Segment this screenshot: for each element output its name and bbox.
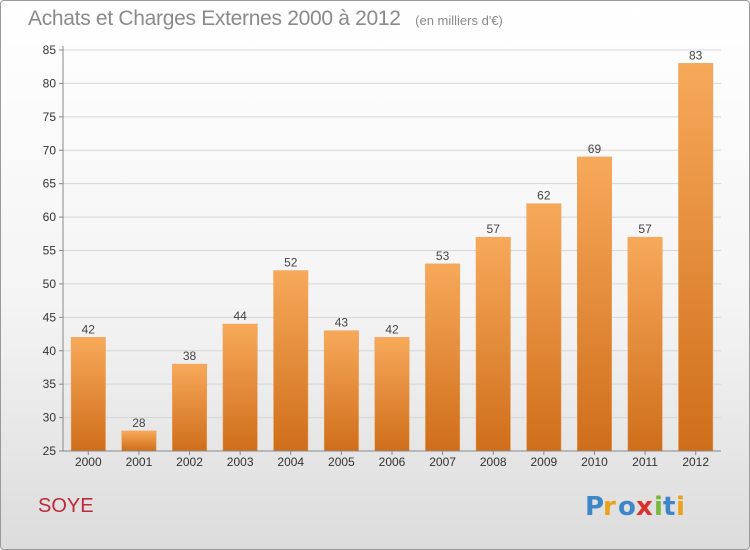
bar: [678, 63, 712, 451]
x-tick-label: 2010: [581, 455, 608, 469]
y-tick-label: 60: [43, 210, 57, 224]
svg-text:r: r: [603, 492, 616, 522]
y-tick-label: 50: [43, 277, 57, 291]
y-tick-label: 80: [43, 76, 57, 90]
bar: [425, 264, 459, 451]
x-tick-label: 2009: [530, 455, 557, 469]
x-tick-label: 2003: [227, 455, 254, 469]
bar-value-label: 53: [436, 249, 450, 263]
x-tick-label: 2008: [480, 455, 507, 469]
bar-value-label: 57: [487, 222, 501, 236]
y-tick-label: 45: [43, 310, 57, 324]
y-tick-label: 25: [43, 444, 57, 458]
svg-text:P: P: [585, 492, 604, 522]
y-tick-label: 40: [43, 344, 57, 358]
bar-value-label: 43: [335, 316, 349, 330]
bar-value-label: 69: [588, 142, 602, 156]
bar-value-label: 44: [233, 309, 247, 323]
x-tick-label: 2000: [75, 455, 102, 469]
bar-value-label: 42: [385, 322, 399, 336]
x-tick-label: 2006: [379, 455, 406, 469]
svg-text:t: t: [663, 492, 675, 522]
svg-text:o: o: [618, 492, 636, 522]
svg-text:i: i: [676, 492, 685, 522]
bar-value-label: 83: [689, 48, 703, 62]
x-tick-label: 2012: [682, 455, 709, 469]
bar-value-label: 38: [183, 349, 197, 363]
y-tick-label: 75: [43, 110, 57, 124]
bar-value-label: 28: [132, 416, 146, 430]
bar-value-label: 52: [284, 256, 298, 270]
bar: [476, 237, 510, 451]
bar: [122, 431, 156, 451]
bars: 42 28 38 44 52 43 42 53 57 62 69 57 83: [71, 48, 713, 451]
y-tick-label: 70: [43, 143, 57, 157]
bar-chart: 42 28 38 44 52 43 42 53 57 62 69 57 83 25 30 35 40 45 50 5…: [1, 1, 749, 549]
y-tick-label: 35: [43, 377, 57, 391]
bar: [71, 337, 105, 451]
bar: [527, 204, 561, 451]
commune-name: SOYE: [38, 495, 94, 518]
bar: [324, 331, 358, 451]
x-tick-label: 2002: [176, 455, 203, 469]
bar: [577, 157, 611, 451]
bar: [628, 237, 662, 451]
y-tick-label: 30: [43, 411, 57, 425]
bar: [223, 324, 257, 451]
proxiti-logo: P r o x i t i: [585, 487, 695, 523]
bar-value-label: 62: [537, 189, 551, 203]
svg-text:i: i: [654, 492, 663, 522]
y-tick-label: 55: [43, 244, 57, 258]
chart-frame: Achats et Charges Externes 2000 à 2012 (…: [0, 0, 750, 550]
bar: [172, 364, 206, 451]
x-tick-label: 2004: [277, 455, 304, 469]
svg-text:x: x: [636, 492, 653, 522]
bar-value-label: 57: [638, 222, 652, 236]
y-tick-label: 85: [43, 43, 57, 57]
y-tick-label: 65: [43, 177, 57, 191]
x-tick-label: 2007: [429, 455, 456, 469]
x-tick-label: 2005: [328, 455, 355, 469]
x-tick-label: 2001: [126, 455, 153, 469]
x-tick-label: 2011: [632, 455, 658, 469]
bar: [375, 337, 409, 451]
bar: [274, 271, 308, 451]
bar-value-label: 42: [82, 322, 96, 336]
